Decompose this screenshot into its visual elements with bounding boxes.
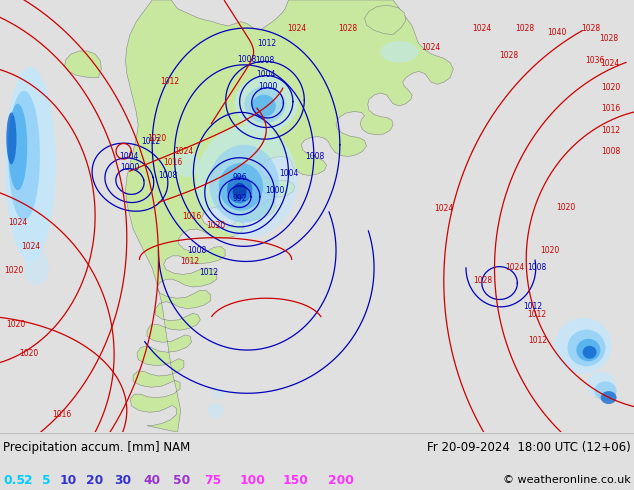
Text: 1020: 1020 xyxy=(556,203,575,212)
Text: 1024: 1024 xyxy=(21,242,40,251)
Text: 1000: 1000 xyxy=(266,186,285,195)
Text: 1008: 1008 xyxy=(158,171,177,179)
Ellipse shape xyxy=(219,163,263,211)
Ellipse shape xyxy=(567,330,605,366)
Text: 5: 5 xyxy=(42,473,51,487)
Text: 1012: 1012 xyxy=(160,77,179,86)
Text: 1020: 1020 xyxy=(541,246,560,255)
Text: 30: 30 xyxy=(114,473,131,487)
Text: 1028: 1028 xyxy=(338,24,357,33)
Ellipse shape xyxy=(595,381,616,401)
Ellipse shape xyxy=(555,318,612,374)
Text: 1028: 1028 xyxy=(599,34,618,44)
Text: 996: 996 xyxy=(232,172,247,182)
Text: 1024: 1024 xyxy=(174,147,193,156)
Ellipse shape xyxy=(235,75,298,132)
Text: 1008: 1008 xyxy=(306,152,325,161)
Text: 1016: 1016 xyxy=(182,213,201,221)
Text: Fr 20-09-2024  18:00 UTC (12+06): Fr 20-09-2024 18:00 UTC (12+06) xyxy=(427,441,631,454)
Text: 1012: 1012 xyxy=(523,302,542,311)
Text: 1004: 1004 xyxy=(257,70,276,79)
Ellipse shape xyxy=(197,125,298,238)
Text: 1000: 1000 xyxy=(120,163,139,172)
Ellipse shape xyxy=(174,151,200,177)
Ellipse shape xyxy=(207,403,224,418)
Text: 100: 100 xyxy=(240,473,266,487)
Text: 1008: 1008 xyxy=(527,263,547,271)
Text: 1024: 1024 xyxy=(8,218,27,227)
Text: 1012: 1012 xyxy=(528,336,547,345)
Ellipse shape xyxy=(601,391,616,404)
Text: 1016: 1016 xyxy=(53,411,72,419)
Text: 1012: 1012 xyxy=(181,257,200,266)
Text: 1040: 1040 xyxy=(547,28,566,37)
Text: 1012: 1012 xyxy=(527,310,546,319)
Ellipse shape xyxy=(8,91,40,220)
Text: 1024: 1024 xyxy=(422,43,441,52)
Text: 10: 10 xyxy=(60,473,77,487)
Text: 1020: 1020 xyxy=(4,266,23,274)
Text: 1036: 1036 xyxy=(585,56,604,65)
Text: 1028: 1028 xyxy=(474,276,493,285)
Text: 1012: 1012 xyxy=(257,39,276,48)
Text: 1004: 1004 xyxy=(280,169,299,178)
Polygon shape xyxy=(65,51,101,78)
Text: 1020: 1020 xyxy=(206,221,225,230)
Text: 1008: 1008 xyxy=(601,147,620,156)
Ellipse shape xyxy=(6,112,16,164)
Text: 1020: 1020 xyxy=(19,349,38,358)
Ellipse shape xyxy=(380,41,418,63)
Ellipse shape xyxy=(212,388,225,399)
Text: 1024: 1024 xyxy=(472,24,491,33)
Text: 1012: 1012 xyxy=(200,268,219,277)
Text: 1008: 1008 xyxy=(187,246,206,255)
Text: 150: 150 xyxy=(283,473,309,487)
Text: 50: 50 xyxy=(173,473,190,487)
Ellipse shape xyxy=(586,372,615,397)
Text: 1028: 1028 xyxy=(581,24,600,33)
Text: 1028: 1028 xyxy=(515,24,534,33)
Ellipse shape xyxy=(209,145,279,222)
Text: 1008: 1008 xyxy=(238,55,257,64)
Text: Precipitation accum. [mm] NAM: Precipitation accum. [mm] NAM xyxy=(3,441,190,454)
Polygon shape xyxy=(126,0,453,432)
Text: 1020: 1020 xyxy=(6,319,25,329)
Text: 1020: 1020 xyxy=(148,134,167,143)
Text: 1016: 1016 xyxy=(163,158,182,167)
Text: 1024: 1024 xyxy=(505,264,524,272)
Text: 0.5: 0.5 xyxy=(3,473,25,487)
Ellipse shape xyxy=(252,95,276,117)
Text: 1020: 1020 xyxy=(602,83,621,92)
Ellipse shape xyxy=(24,251,49,285)
Text: 75: 75 xyxy=(204,473,221,487)
Ellipse shape xyxy=(245,86,285,123)
Text: 1012: 1012 xyxy=(141,137,160,146)
Ellipse shape xyxy=(5,67,56,262)
Text: 2: 2 xyxy=(24,473,32,487)
Text: 1024: 1024 xyxy=(434,204,453,213)
Text: 20: 20 xyxy=(86,473,103,487)
Ellipse shape xyxy=(583,346,597,359)
Text: 1028: 1028 xyxy=(499,51,518,60)
Ellipse shape xyxy=(8,104,27,190)
Ellipse shape xyxy=(233,183,247,199)
Ellipse shape xyxy=(227,175,252,203)
Text: 1012: 1012 xyxy=(602,126,621,135)
Text: 1000: 1000 xyxy=(258,82,277,91)
Text: 1024: 1024 xyxy=(287,24,306,33)
Text: 1008: 1008 xyxy=(256,56,275,65)
Text: © weatheronline.co.uk: © weatheronline.co.uk xyxy=(503,475,631,485)
Text: 992: 992 xyxy=(233,195,247,203)
Text: 1004: 1004 xyxy=(120,152,139,161)
Text: 40: 40 xyxy=(143,473,160,487)
Ellipse shape xyxy=(576,339,600,361)
Polygon shape xyxy=(365,5,406,35)
Text: 1024: 1024 xyxy=(600,59,619,69)
Text: 200: 200 xyxy=(328,473,354,487)
Text: 1016: 1016 xyxy=(602,104,621,113)
